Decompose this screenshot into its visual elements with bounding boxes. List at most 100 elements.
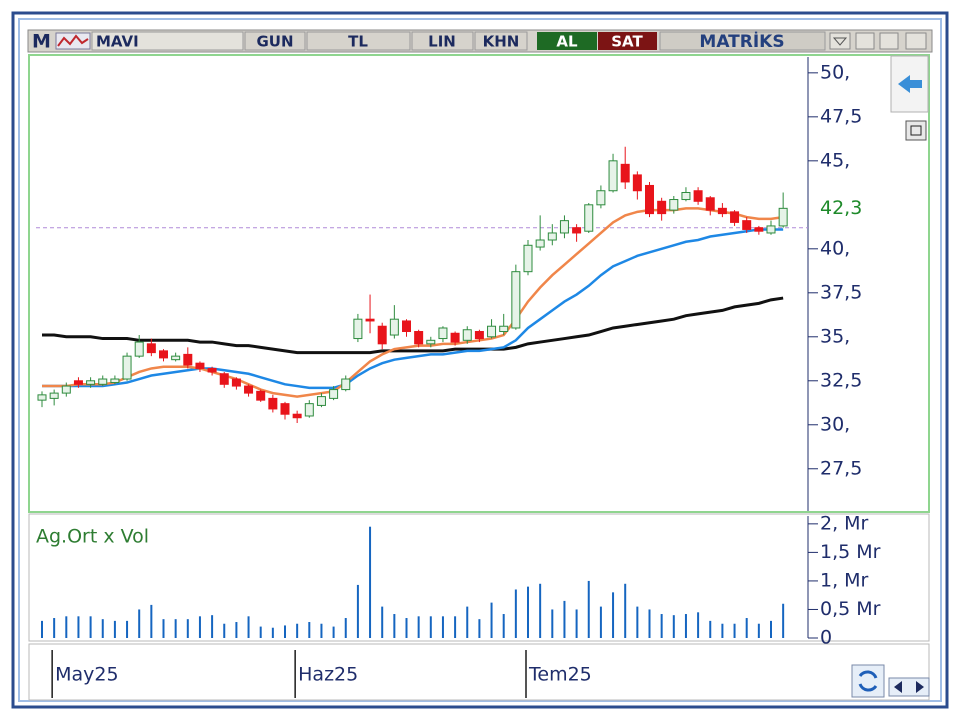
volume-bar [587, 580, 590, 638]
candle-body [426, 339, 436, 345]
candle-body [730, 211, 740, 223]
candle-body [377, 325, 387, 345]
brand-field [659, 31, 826, 51]
y-tick-label: 50, [820, 61, 850, 83]
y-tick-label: 1,5 Mr [820, 541, 881, 563]
volume-bar [296, 623, 299, 638]
period-button[interactable] [244, 31, 306, 51]
candle-body [462, 329, 472, 341]
volume-bar [441, 616, 444, 638]
volume-bar [332, 626, 335, 638]
volume-bar [77, 616, 80, 638]
candle-body [778, 207, 788, 227]
moving-average [42, 296, 784, 355]
candle-body [584, 204, 594, 232]
candle-body [693, 190, 703, 202]
minimize-button[interactable] [855, 32, 875, 50]
volume-bar [721, 623, 724, 638]
y-tick-label: 0 [820, 627, 832, 649]
candle-body [389, 318, 399, 336]
candle-body [134, 341, 144, 357]
volume-bar [551, 609, 554, 638]
candle-body [316, 396, 326, 406]
candle-body [474, 331, 484, 340]
plot-layer: 50, 47,5 45, 40, 37,5 35, 32,5 30, 27,5 42,3 May25… [36, 61, 881, 698]
candle-body [86, 380, 96, 385]
dropdown-button[interactable] [829, 32, 851, 50]
candle-body [742, 220, 752, 230]
symbol-icon-graph [57, 34, 89, 47]
candle-body [98, 378, 108, 385]
volume-bar [478, 619, 481, 638]
candle-body [49, 392, 59, 399]
candle-body [681, 191, 691, 201]
candle-body [705, 197, 715, 211]
candle-body [268, 397, 278, 410]
buy: AL [556, 33, 578, 51]
x-tick-label: Tem25 [528, 664, 592, 686]
y-tick-label: 40, [820, 237, 850, 259]
candle-body [146, 343, 156, 354]
candle-body [523, 244, 533, 273]
y-tick-label: 2, Mr [820, 512, 869, 534]
candle-body [171, 355, 181, 361]
last-price-box [815, 195, 877, 221]
volume-bar [563, 600, 566, 638]
y-tick-label: 47,5 [820, 105, 862, 127]
x-tick-label: Haz25 [298, 664, 358, 686]
volume-bar [417, 616, 420, 638]
window-inner-frame [18, 18, 942, 702]
small-button[interactable] [905, 120, 927, 141]
y-tick-label: 35, [820, 325, 850, 347]
volume-bar [490, 602, 493, 638]
volume-bar [697, 612, 700, 638]
y-tick-label: 30, [820, 413, 850, 435]
scroll-buttons[interactable] [888, 677, 930, 697]
buy-button[interactable] [537, 32, 597, 50]
volume-bar [405, 618, 408, 638]
moving-average [42, 228, 784, 390]
volume-bar [271, 627, 274, 638]
sell: SAT [611, 33, 643, 51]
volume-bar [745, 618, 748, 638]
symbol-field[interactable] [91, 31, 244, 51]
mode-button[interactable] [474, 31, 528, 51]
maximize-button[interactable] [879, 32, 899, 50]
volume-bar [502, 614, 505, 638]
candle-body [657, 200, 667, 215]
scroll-icons [894, 681, 924, 693]
volume-bar [259, 626, 262, 638]
candle-body [450, 332, 460, 343]
volume-bar [356, 584, 359, 638]
volume-bar [393, 614, 396, 638]
panel-title: Ag.Ort x Vol [36, 526, 149, 548]
candle-body [61, 385, 71, 394]
candle-body [669, 199, 679, 211]
volume-bar [162, 619, 165, 638]
volume-bar [284, 625, 286, 638]
volume-bar [174, 619, 177, 638]
volume-bar [636, 606, 639, 638]
candle-body [110, 378, 120, 384]
candle-body [645, 184, 654, 215]
volume-bar [624, 583, 627, 638]
date-panel [28, 643, 930, 701]
volume-bar [514, 589, 517, 638]
candle-body [122, 355, 132, 380]
last-price-label: 42,3 [820, 197, 862, 219]
close-button[interactable] [905, 32, 927, 50]
candle-body [341, 378, 351, 391]
candle-body [304, 403, 314, 417]
currency: TL [348, 33, 368, 51]
currency-button[interactable] [306, 31, 411, 51]
volume-bar [648, 609, 651, 638]
candle-body [402, 320, 411, 333]
candle-body [207, 367, 217, 373]
candle-body [292, 413, 302, 419]
scale-button[interactable] [411, 31, 474, 51]
y-tick-label: 0,5 Mr [820, 598, 881, 620]
refresh-button[interactable] [851, 664, 885, 698]
sell-button[interactable] [598, 32, 657, 50]
candle-body [353, 318, 363, 340]
